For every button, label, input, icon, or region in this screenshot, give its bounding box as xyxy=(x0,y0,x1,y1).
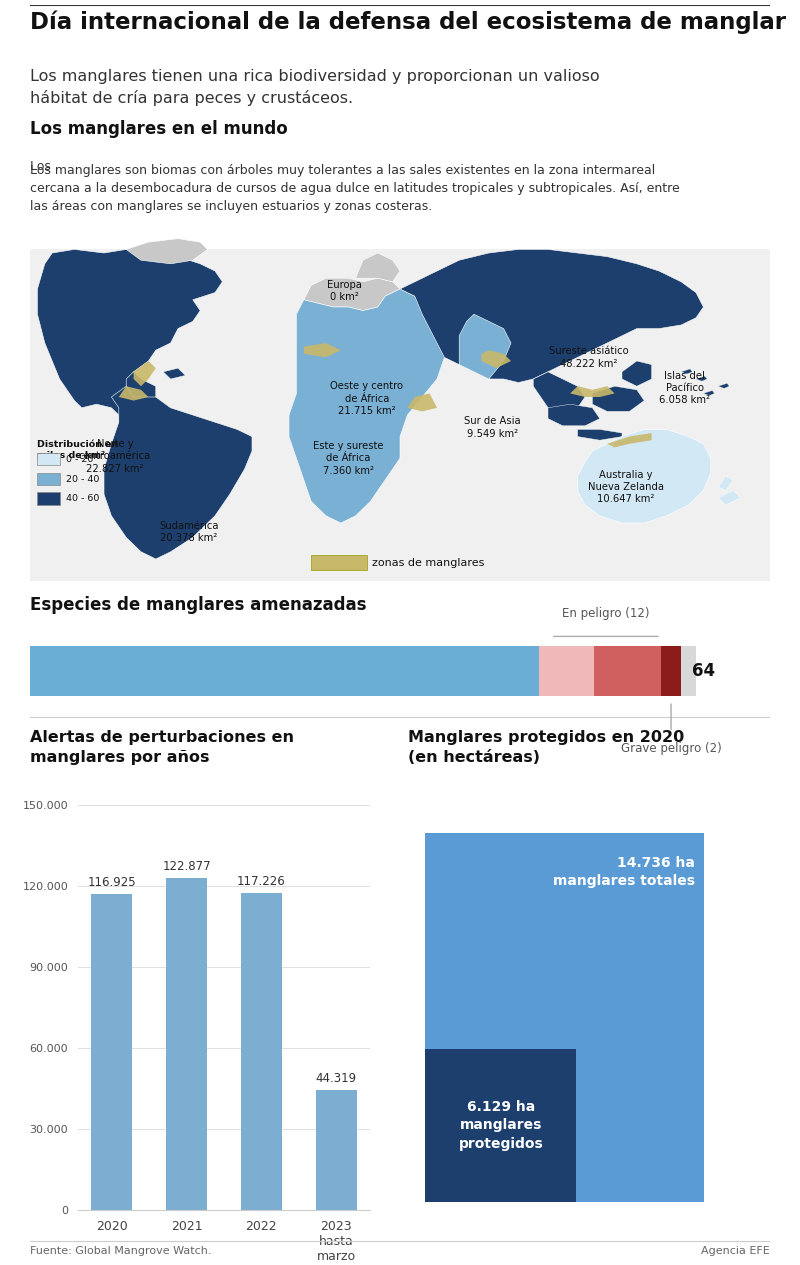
Text: 0 - 20: 0 - 20 xyxy=(66,455,93,464)
Polygon shape xyxy=(104,386,252,559)
Bar xyxy=(594,646,661,697)
Text: Grave peligro (2): Grave peligro (2) xyxy=(621,743,722,755)
Polygon shape xyxy=(289,288,445,522)
Bar xyxy=(38,473,59,486)
Text: 6.129 ha
manglares
protegidos: 6.129 ha manglares protegidos xyxy=(458,1101,543,1151)
Text: 20 - 40: 20 - 40 xyxy=(66,474,99,483)
Polygon shape xyxy=(607,433,651,448)
Text: Sureste asiático
48.222 km²: Sureste asiático 48.222 km² xyxy=(549,347,629,368)
Text: 116.925: 116.925 xyxy=(87,875,136,889)
Bar xyxy=(682,646,696,697)
Text: 14.736 ha
manglares totales: 14.736 ha manglares totales xyxy=(553,856,695,888)
Bar xyxy=(38,492,59,505)
Text: Sur de Asia
9.549 km²: Sur de Asia 9.549 km² xyxy=(464,416,521,439)
Text: Sudamérica
20.378 km²: Sudamérica 20.378 km² xyxy=(159,521,219,543)
Polygon shape xyxy=(38,249,222,415)
Text: 122.877: 122.877 xyxy=(162,860,211,873)
Polygon shape xyxy=(356,253,400,282)
Text: Norte y
centroamérica
22.827 km²: Norte y centroamérica 22.827 km² xyxy=(79,439,151,474)
Polygon shape xyxy=(578,429,622,440)
Bar xyxy=(241,893,282,1211)
Polygon shape xyxy=(126,372,156,405)
Polygon shape xyxy=(400,249,703,382)
Text: Agencia EFE: Agencia EFE xyxy=(702,1246,770,1256)
Bar xyxy=(426,1049,576,1202)
Text: En peligro (12): En peligro (12) xyxy=(562,607,650,620)
Polygon shape xyxy=(304,343,341,358)
Text: Distribución en
miles de km²: Distribución en miles de km² xyxy=(38,440,118,459)
Text: Islas del
Pacífico
6.058 km²: Islas del Pacífico 6.058 km² xyxy=(659,371,710,405)
Polygon shape xyxy=(682,369,692,374)
Polygon shape xyxy=(548,405,600,426)
Polygon shape xyxy=(696,376,707,381)
Bar xyxy=(91,894,132,1211)
Text: 40 - 60: 40 - 60 xyxy=(66,495,99,503)
Polygon shape xyxy=(703,391,714,396)
Bar xyxy=(30,646,538,697)
Bar xyxy=(166,878,207,1211)
Text: 117.226: 117.226 xyxy=(237,875,286,888)
Text: Oeste y centro
de África
21.715 km²: Oeste y centro de África 21.715 km² xyxy=(330,382,403,416)
Polygon shape xyxy=(415,296,474,335)
Polygon shape xyxy=(718,383,730,388)
Polygon shape xyxy=(304,278,400,311)
Text: Fuente: Global Mangrove Watch.: Fuente: Global Mangrove Watch. xyxy=(30,1246,211,1256)
Text: Europa
0 km²: Europa 0 km² xyxy=(327,280,362,302)
Text: Los manglares en el mundo: Los manglares en el mundo xyxy=(30,120,288,138)
Bar xyxy=(311,555,366,569)
Text: Alertas de perturbaciones en
manglares por años: Alertas de perturbaciones en manglares p… xyxy=(30,730,294,765)
Polygon shape xyxy=(578,429,711,522)
Polygon shape xyxy=(407,393,437,411)
Text: 44.319: 44.319 xyxy=(316,1071,357,1085)
Bar xyxy=(538,646,594,697)
Polygon shape xyxy=(592,386,644,411)
Polygon shape xyxy=(534,372,585,415)
Bar xyxy=(38,453,59,466)
Text: 64: 64 xyxy=(692,662,715,681)
Polygon shape xyxy=(482,350,511,368)
Polygon shape xyxy=(126,239,208,264)
Polygon shape xyxy=(570,386,614,397)
Polygon shape xyxy=(118,386,149,401)
Text: Día internacional de la defensa del ecosistema de manglar: Día internacional de la defensa del ecos… xyxy=(30,10,786,34)
Bar xyxy=(316,1090,357,1211)
Text: Los manglares tienen una rica biodiversidad y proporcionan un valioso
hábitat de: Los manglares tienen una rica biodiversi… xyxy=(30,68,600,106)
Text: Los manglares son biomas con árboles muy tolerantes a las sales existentes en la: Los manglares son biomas con árboles muy… xyxy=(30,163,680,213)
Text: Los: Los xyxy=(30,161,55,173)
Polygon shape xyxy=(718,476,733,491)
Text: Manglares protegidos en 2020
(en hectáreas): Manglares protegidos en 2020 (en hectáre… xyxy=(408,730,684,765)
Bar xyxy=(661,646,682,697)
Polygon shape xyxy=(459,314,511,379)
Polygon shape xyxy=(163,368,186,379)
Text: Australia y
Nueva Zelanda
10.647 km²: Australia y Nueva Zelanda 10.647 km² xyxy=(588,469,664,505)
Text: zonas de manglares: zonas de manglares xyxy=(372,558,484,568)
Text: Especies de manglares amenazadas: Especies de manglares amenazadas xyxy=(30,596,366,614)
Polygon shape xyxy=(134,361,156,386)
Polygon shape xyxy=(718,491,741,505)
Text: Este y sureste
de África
7.360 km²: Este y sureste de África 7.360 km² xyxy=(313,440,383,476)
Polygon shape xyxy=(622,361,651,386)
